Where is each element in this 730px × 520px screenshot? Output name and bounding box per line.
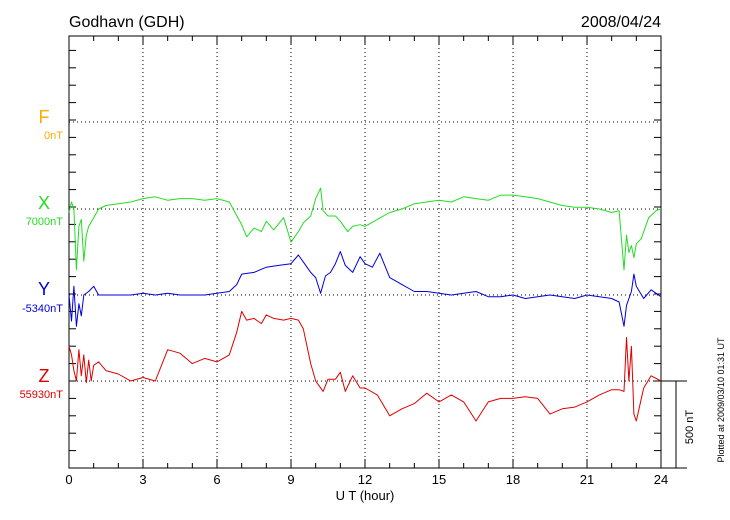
x-tick-label-21: 21 [580,472,594,487]
x-axis-label: U T (hour) [336,488,395,503]
component-baseline-Z: 55930nT [20,389,64,401]
y-minor-ticks [69,49,661,469]
station-title: Godhavn (GDH) [69,14,185,31]
series-line-Y [68,251,662,327]
scale-bar: 500 nT [661,380,696,469]
component-letter-X: X [38,193,50,213]
x-tick-label-24: 24 [654,472,668,487]
x-tick-label-3: 3 [139,472,146,487]
x-tick-label-9: 9 [287,472,294,487]
series-line-Z [68,310,662,422]
scale-bar-label: 500 nT [684,410,696,445]
component-baseline-F: 0nT [44,130,63,142]
gridlines [69,36,661,468]
x-tick-label-18: 18 [506,472,520,487]
x-tick-label-0: 0 [65,472,72,487]
component-baseline-X: 7000nT [26,216,64,228]
x-tick-label-15: 15 [432,472,446,487]
date-label: 2008/04/24 [581,14,661,31]
component-letter-Z: Z [39,366,50,386]
x-tick-label-12: 12 [358,472,372,487]
component-letter-Y: Y [38,279,50,299]
series-line-X [68,187,662,271]
x-tick-label-6: 6 [213,472,220,487]
plot-stamp: Plotted at 2009/03/10 01:31 UT [716,337,726,463]
x-axis-ticks: 0 3 6 9 12 15 18 21 24 [65,36,668,487]
component-baseline-Y: -5340nT [22,303,63,315]
component-labels: F 0nT X 7000nT Y -5340nT Z 55930nT [20,107,64,401]
series-layer [68,187,662,422]
component-letter-F: F [39,107,50,127]
